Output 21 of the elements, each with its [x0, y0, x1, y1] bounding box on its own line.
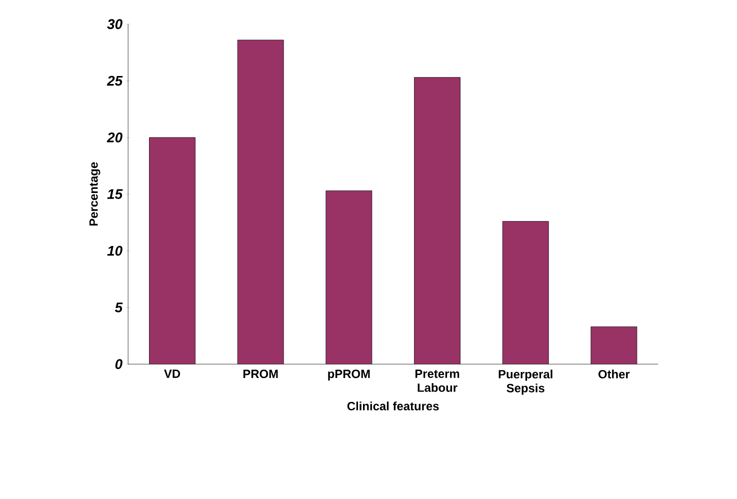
bar: [414, 77, 460, 364]
y-tick-label: 25: [106, 76, 123, 86]
x-tick-label: PROM: [243, 370, 278, 378]
bar: [502, 221, 549, 364]
y-tick-label: 5: [114, 302, 123, 312]
y-tick-label: 30: [107, 19, 122, 30]
bar: [326, 190, 372, 364]
x-axis-title: Clinical features: [347, 402, 439, 410]
x-tick-label: Other: [598, 370, 630, 378]
y-tick-label: 10: [107, 246, 122, 256]
bar: [149, 137, 196, 364]
x-tick-label: Puerperal Sepsis: [498, 370, 552, 395]
y-tick-label: 20: [106, 132, 122, 142]
bar: [590, 326, 638, 364]
x-tick-label: VD: [164, 370, 180, 378]
bar: [238, 40, 284, 364]
y-tick-label: 0: [115, 359, 122, 370]
x-tick-label: Preterm Labour: [415, 370, 460, 392]
y-axis-title: Percentage: [89, 162, 100, 226]
y-tick-label: 15: [107, 189, 123, 199]
x-tick-label: pPROM: [328, 370, 370, 380]
